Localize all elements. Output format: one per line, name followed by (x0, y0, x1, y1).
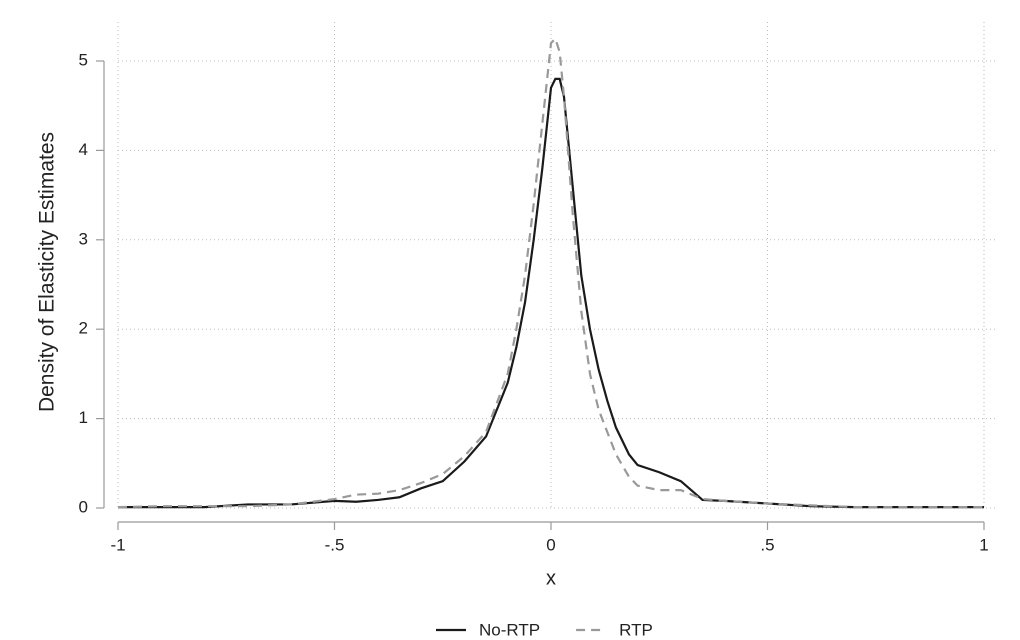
y-axis-label: Density of Elasticity Estimates (36, 132, 59, 412)
legend-label: No-RTP (479, 620, 540, 639)
series-line (117, 36, 984, 509)
y-tick-label: 3 (79, 229, 88, 248)
x-tick-label: .5 (760, 535, 774, 554)
y-tick-label: 1 (79, 408, 88, 427)
y-tick-label: 2 (79, 319, 88, 338)
x-tick-label: -1 (110, 535, 125, 554)
y-tick-label: 0 (79, 497, 88, 516)
x-tick-label: -.5 (325, 535, 345, 554)
x-tick-label: 1 (979, 535, 988, 554)
legend-label: RTP (619, 620, 653, 639)
y-tick-label: 4 (79, 140, 88, 159)
series-line (118, 77, 984, 509)
x-axis-label: x (546, 567, 556, 589)
y-tick-label: 5 (79, 50, 88, 69)
x-tick-label: 0 (546, 535, 555, 554)
